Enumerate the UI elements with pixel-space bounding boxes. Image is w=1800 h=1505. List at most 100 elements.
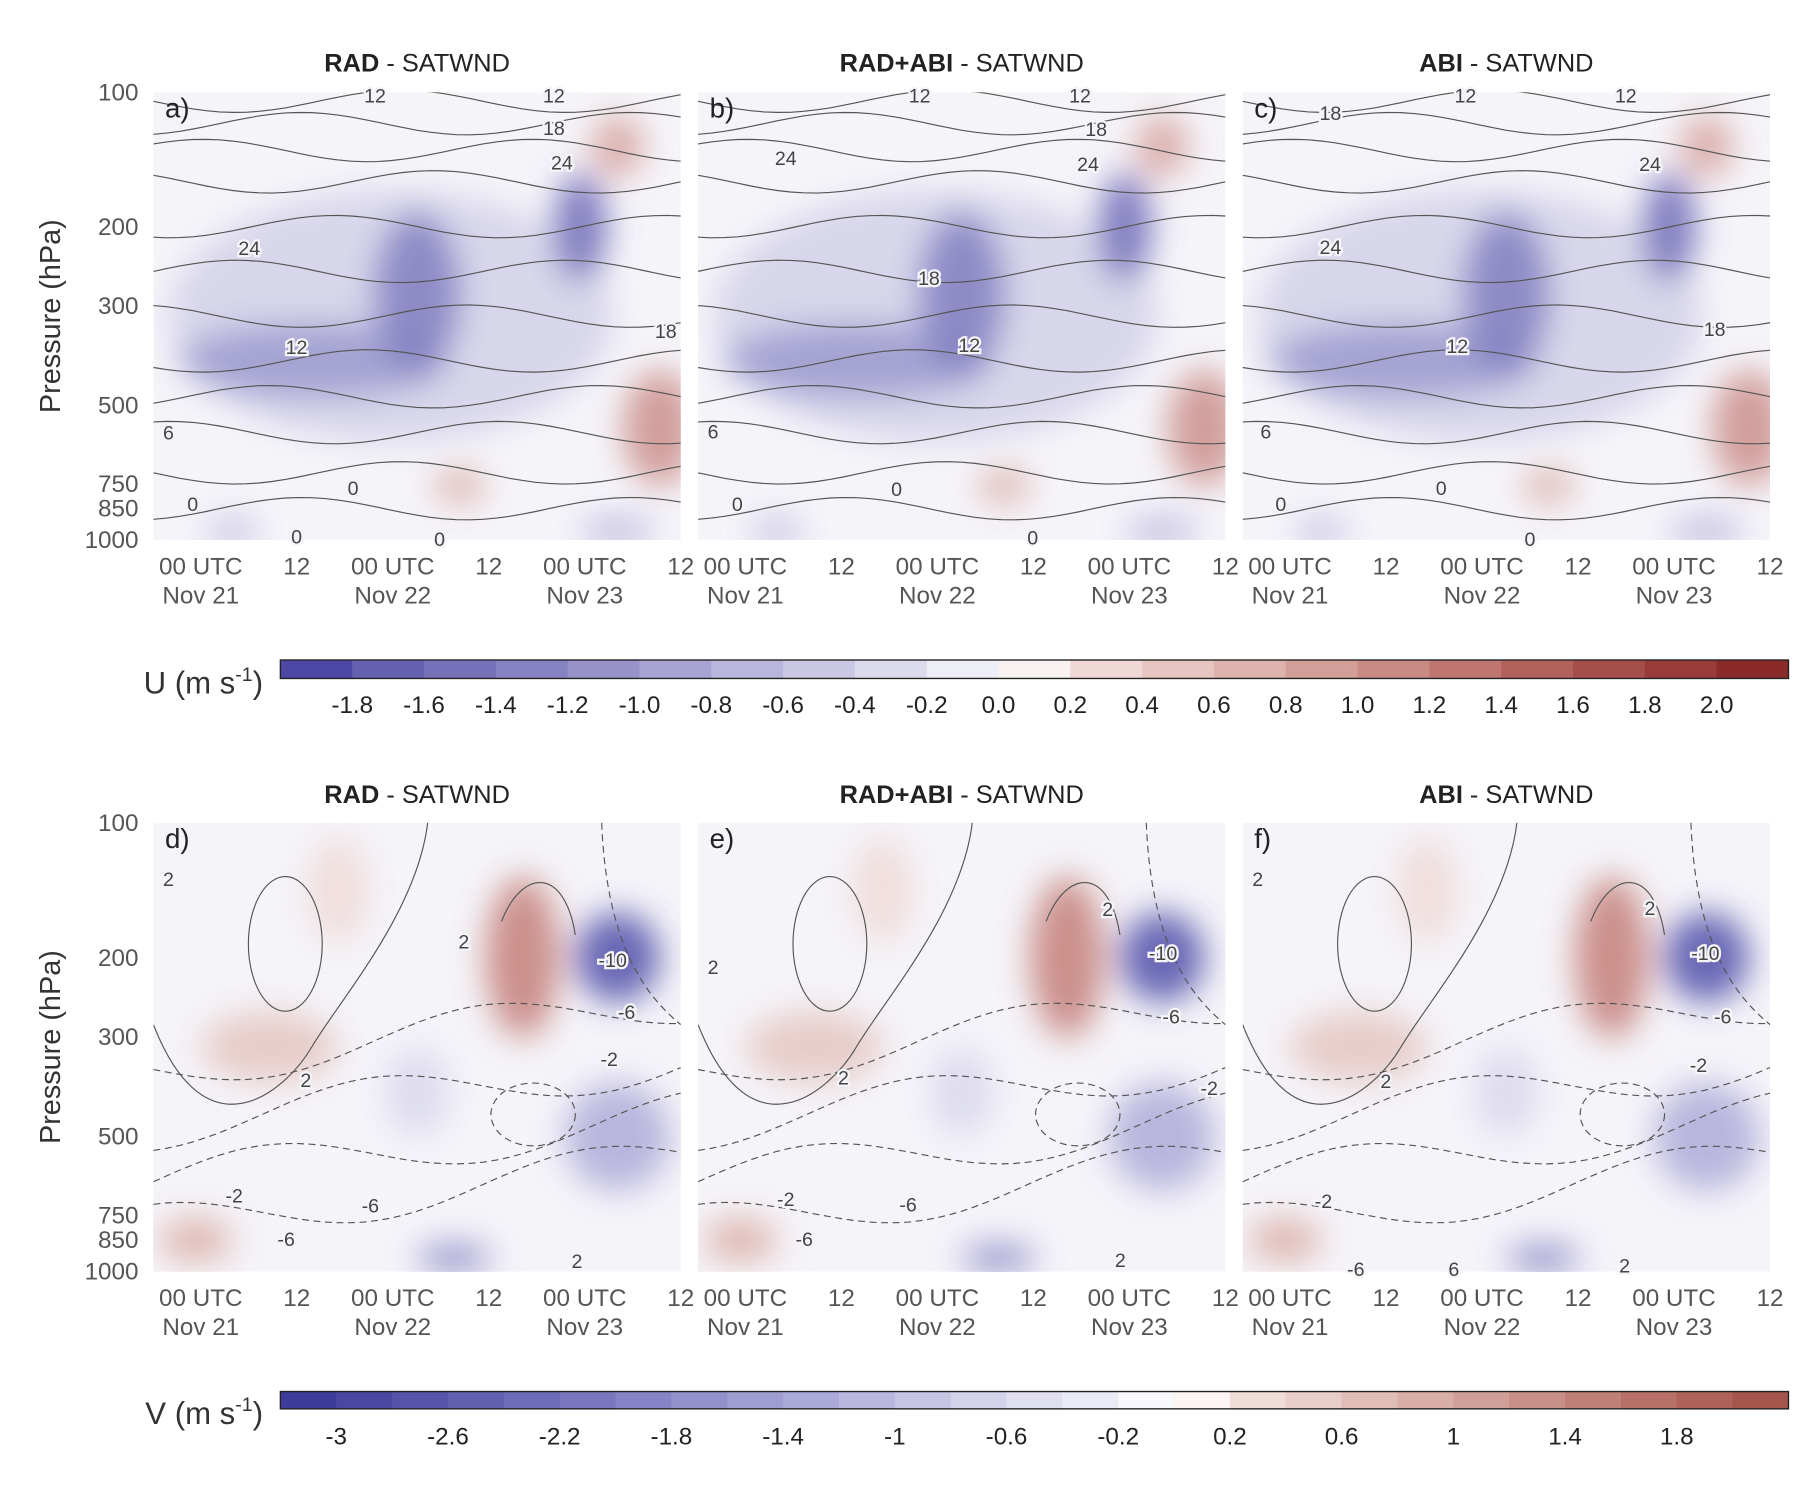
contour-line	[1590, 882, 1666, 935]
shading	[169, 114, 681, 540]
colorbar-frame	[279, 1390, 1790, 1410]
contour-label: 2	[838, 1068, 849, 1090]
contour-label: 12	[1454, 86, 1476, 108]
contour-line	[1242, 461, 1770, 485]
contour-line	[153, 420, 681, 445]
x-tick-label: 12	[1373, 1285, 1400, 1312]
shade	[1119, 912, 1205, 1003]
shade	[591, 114, 644, 178]
contour-line	[601, 822, 681, 1026]
shade	[485, 876, 560, 1039]
title-bold: RAD+ABI	[840, 781, 953, 809]
contour-line	[698, 92, 1226, 113]
title-rest: - SATWND	[379, 781, 510, 809]
label-end: )	[253, 1396, 263, 1431]
contour-label: 12	[286, 337, 308, 359]
contour-line	[698, 461, 1226, 485]
x-tick-label: 00 UTC	[543, 1285, 626, 1312]
colorbar-tick-label: -0.2	[906, 692, 948, 719]
x-tick-label: 00 UTC	[1248, 1285, 1331, 1312]
x-tick-label: Nov 23	[546, 1314, 623, 1341]
contour-line	[1242, 259, 1770, 284]
colorbar-tick-label: 1.0	[1341, 692, 1375, 719]
x-tick-label: 00 UTC	[159, 554, 242, 581]
field	[153, 92, 681, 540]
contour-label: 12	[958, 335, 980, 357]
colorbar-segment	[392, 1391, 449, 1409]
contour-line	[153, 138, 681, 163]
panel-title: ABI - SATWND	[1419, 50, 1593, 78]
contour-label: 2	[1619, 1256, 1630, 1278]
contour-line	[1145, 822, 1226, 1026]
label-sup: -1	[235, 664, 252, 686]
contour-label: 0	[187, 494, 198, 516]
contour-line	[1242, 214, 1770, 239]
colorbar-tick-label: 0.4	[1125, 692, 1159, 719]
y-tick-label: 1000	[85, 1259, 139, 1286]
panel-label: d)	[165, 823, 190, 854]
contour-line	[153, 1002, 681, 1081]
contour-line	[153, 170, 681, 194]
x-tick-label: 00 UTC	[1632, 1285, 1715, 1312]
x-tick-label: Nov 21	[707, 582, 784, 609]
colorbar-tick-label: 1.4	[1548, 1424, 1582, 1451]
contour-label: 18	[1319, 103, 1341, 125]
contour-line	[1242, 1092, 1770, 1183]
shade	[750, 517, 804, 540]
shade	[1395, 836, 1459, 944]
colorbar-segment	[1732, 1391, 1790, 1409]
shade	[1669, 517, 1744, 540]
shade	[1290, 1011, 1428, 1084]
colorbar-tick-label: -1.2	[547, 692, 589, 719]
shade	[580, 517, 655, 540]
contour-line	[698, 138, 1226, 163]
shade	[1295, 517, 1349, 540]
colorbar-label: U (m s-1)	[144, 664, 264, 701]
contour-label: -6	[1347, 1259, 1365, 1281]
colorbar-segment	[280, 660, 353, 679]
colorbar-segment	[1573, 660, 1646, 679]
y-tick-label: 1000	[85, 527, 139, 554]
shading	[1247, 836, 1760, 1272]
colorbar-segment	[559, 1391, 617, 1409]
x-tick-label: 00 UTC	[896, 1285, 979, 1312]
colorbar-segment	[926, 660, 1000, 679]
contour-label: -6	[277, 1229, 295, 1251]
colorbar-segment	[950, 1391, 1008, 1409]
panel-title: RAD - SATWND	[324, 50, 510, 78]
shading	[158, 836, 671, 1272]
contour-label: 18	[655, 321, 677, 343]
contour-label: -2	[1690, 1055, 1707, 1077]
shade	[1125, 517, 1200, 540]
contour-label: 2	[1115, 1250, 1126, 1272]
colorbar-segment	[838, 1391, 896, 1409]
y-tick-label: 750	[98, 1203, 138, 1230]
colorbar-tick-label: -0.4	[834, 692, 876, 719]
colorbar-tick-label: -1.0	[619, 692, 661, 719]
x-tick-label: 00 UTC	[1248, 554, 1331, 581]
contour-line	[153, 822, 429, 1105]
field	[698, 822, 1226, 1272]
contour-label: 2	[571, 1251, 582, 1273]
contour-line	[153, 214, 681, 239]
contour-line	[698, 1002, 1226, 1081]
shade	[1522, 468, 1575, 505]
contour-line	[1242, 170, 1770, 194]
colorbar-tick-label: -2.6	[427, 1424, 469, 1451]
y-tick-label: 300	[98, 1024, 138, 1051]
contour-label: -2	[1201, 1078, 1218, 1100]
x-tick-label: Nov 22	[1444, 1314, 1521, 1341]
contour-label: 6	[708, 421, 719, 443]
panel-label: a)	[165, 93, 190, 124]
contour-line	[698, 170, 1226, 194]
contour-label: 24	[551, 153, 573, 175]
shading	[703, 836, 1215, 1272]
x-tick-label: 12	[667, 1285, 694, 1312]
colorbar-segment	[727, 1391, 784, 1409]
panel-label: e)	[710, 823, 735, 854]
colorbar-tick-label: 1.8	[1628, 692, 1662, 719]
x-tick-label: 12	[283, 1285, 310, 1312]
x-tick-label: 12	[1212, 1285, 1239, 1312]
x-tick-label: Nov 23	[1636, 1314, 1713, 1341]
